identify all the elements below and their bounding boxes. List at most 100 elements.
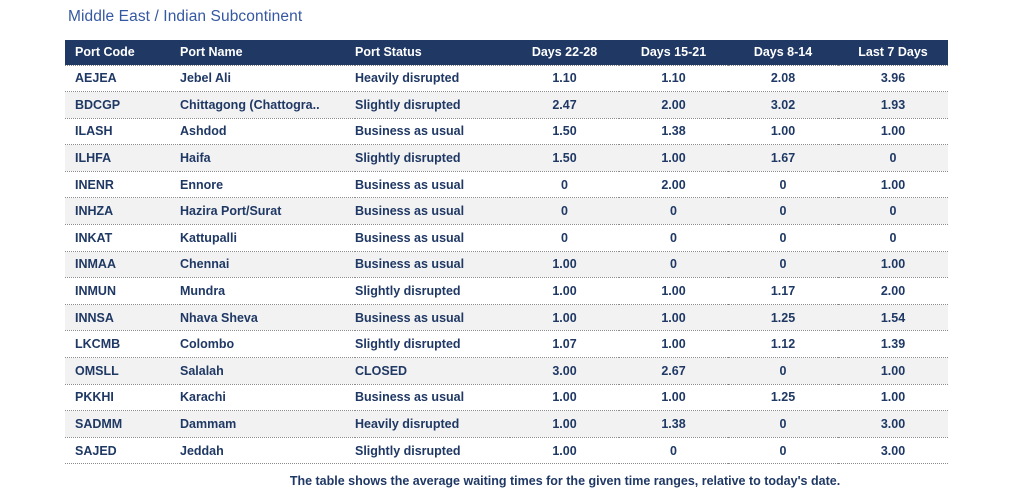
value-cell: 0 xyxy=(728,251,838,279)
value-cell: 1.50 xyxy=(510,118,619,146)
port-code-cell: INKAT xyxy=(65,224,180,252)
value-cell: 1.00 xyxy=(838,118,948,146)
port-code-cell: INHZA xyxy=(65,197,180,226)
port-name-cell: Jeddah xyxy=(180,437,355,465)
value-cell: 1.38 xyxy=(619,410,728,438)
table-body: AEJEA Jebel Ali Heavily disrupted 1.10 1.10 2… xyxy=(65,65,948,465)
port-status-cell: Slightly disrupted xyxy=(355,437,510,465)
value-cell: 1.25 xyxy=(728,304,838,332)
port-code-cell: OMSLL xyxy=(65,357,180,385)
value-cell: 1.25 xyxy=(728,384,838,412)
port-waiting-times-table: Port Code Port Name Port Status Days 22-… xyxy=(65,40,948,465)
value-cell: 0 xyxy=(619,437,728,465)
value-cell: 1.67 xyxy=(728,144,838,172)
port-status-cell: CLOSED xyxy=(355,357,510,385)
table-row: INENR Ennore Business as usual 0 2.00 0 1.00 xyxy=(65,171,948,199)
port-code-cell: PKKHI xyxy=(65,384,180,412)
value-cell: 3.96 xyxy=(838,65,948,93)
table-row: INHZA Hazira Port/Surat Business as usual 0… xyxy=(65,197,948,226)
value-cell: 0 xyxy=(728,357,838,385)
value-cell: 1.00 xyxy=(619,277,728,305)
value-cell: 1.00 xyxy=(619,384,728,412)
value-cell: 1.93 xyxy=(838,91,948,119)
port-name-cell: Dammam xyxy=(180,410,355,438)
port-name-cell: Nhava Sheva xyxy=(180,304,355,332)
value-cell: 0 xyxy=(728,197,838,226)
port-name-cell: Jebel Ali xyxy=(180,65,355,93)
value-cell: 1.38 xyxy=(619,118,728,146)
table-row: LKCMB Colombo Slightly disrupted 1.07 1.00 1.… xyxy=(65,330,948,359)
value-cell: 1.00 xyxy=(838,384,948,412)
value-cell: 0 xyxy=(510,224,619,252)
table-row: SAJED Jeddah Slightly disrupted 1.00 0 0 3.00 xyxy=(65,437,948,465)
port-status-cell: Business as usual xyxy=(355,118,510,146)
port-status-cell: Heavily disrupted xyxy=(355,410,510,438)
value-cell: 0 xyxy=(619,251,728,279)
port-status-cell: Business as usual xyxy=(355,384,510,412)
column-header-days-22-28: Days 22-28 xyxy=(510,40,619,66)
table-row: ILASH Ashdod Business as usual 1.50 1.38 1.00… xyxy=(65,118,948,146)
table-row: PKKHI Karachi Business as usual 1.00 1.00 1.2… xyxy=(65,384,948,412)
value-cell: 0 xyxy=(619,224,728,252)
value-cell: 0 xyxy=(619,197,728,226)
value-cell: 3.00 xyxy=(838,410,948,438)
page-title: Middle East / Indian Subcontinent xyxy=(68,8,303,25)
value-cell: 3.02 xyxy=(728,91,838,119)
value-cell: 1.00 xyxy=(510,384,619,412)
value-cell: 3.00 xyxy=(510,357,619,385)
port-code-cell: LKCMB xyxy=(65,330,180,359)
port-status-cell: Business as usual xyxy=(355,304,510,332)
port-name-cell: Salalah xyxy=(180,357,355,385)
port-name-cell: Colombo xyxy=(180,330,355,359)
port-code-cell: INNSA xyxy=(65,304,180,332)
port-code-cell: AEJEA xyxy=(65,65,180,93)
port-code-cell: INMAA xyxy=(65,251,180,279)
value-cell: 0 xyxy=(728,224,838,252)
value-cell: 1.10 xyxy=(619,65,728,93)
value-cell: 1.00 xyxy=(838,251,948,279)
column-header-port-status: Port Status xyxy=(355,40,510,66)
value-cell: 0 xyxy=(510,197,619,226)
column-header-port-code: Port Code xyxy=(65,40,180,66)
value-cell: 2.47 xyxy=(510,91,619,119)
table-row: INNSA Nhava Sheva Business as usual 1.00 1.0… xyxy=(65,304,948,332)
value-cell: 0 xyxy=(510,171,619,199)
port-status-cell: Business as usual xyxy=(355,251,510,279)
port-name-cell: Karachi xyxy=(180,384,355,412)
port-name-cell: Kattupalli xyxy=(180,224,355,252)
table-row: BDCGP Chittagong (Chattogra.. Slightly dis… xyxy=(65,91,948,119)
value-cell: 1.00 xyxy=(838,357,948,385)
value-cell: 1.00 xyxy=(510,277,619,305)
value-cell: 0 xyxy=(728,410,838,438)
port-code-cell: ILASH xyxy=(65,118,180,146)
column-header-last-7-days: Last 7 Days xyxy=(838,40,948,66)
column-header-days-8-14: Days 8-14 xyxy=(728,40,838,66)
port-code-cell: ILHFA xyxy=(65,144,180,172)
port-status-cell: Slightly disrupted xyxy=(355,144,510,172)
port-status-cell: Slightly disrupted xyxy=(355,277,510,305)
value-cell: 0 xyxy=(728,171,838,199)
port-code-cell: SADMM xyxy=(65,410,180,438)
value-cell: 0 xyxy=(728,437,838,465)
value-cell: 1.00 xyxy=(838,171,948,199)
table-row: SADMM Dammam Heavily disrupted 1.00 1.38 0 3.0… xyxy=(65,410,948,438)
value-cell: 1.54 xyxy=(838,304,948,332)
value-cell: 1.17 xyxy=(728,277,838,305)
value-cell: 2.08 xyxy=(728,65,838,93)
table-row: INMAA Chennai Business as usual 1.00 0 0 1.00 xyxy=(65,251,948,279)
value-cell: 1.50 xyxy=(510,144,619,172)
port-status-cell: Business as usual xyxy=(355,224,510,252)
value-cell: 0 xyxy=(838,144,948,172)
value-cell: 0 xyxy=(838,224,948,252)
port-status-cell: Slightly disrupted xyxy=(355,91,510,119)
column-header-days-15-21: Days 15-21 xyxy=(619,40,728,66)
port-name-cell: Hazira Port/Surat xyxy=(180,197,355,226)
value-cell: 0 xyxy=(838,197,948,226)
table-caption: The table shows the average waiting time… xyxy=(289,474,841,488)
table-row: INMUN Mundra Slightly disrupted 1.00 1.00 1.1… xyxy=(65,277,948,305)
value-cell: 1.00 xyxy=(728,118,838,146)
table-header-row: Port Code Port Name Port Status Days 22-… xyxy=(65,40,948,66)
port-status-cell: Heavily disrupted xyxy=(355,65,510,93)
value-cell: 1.39 xyxy=(838,330,948,359)
